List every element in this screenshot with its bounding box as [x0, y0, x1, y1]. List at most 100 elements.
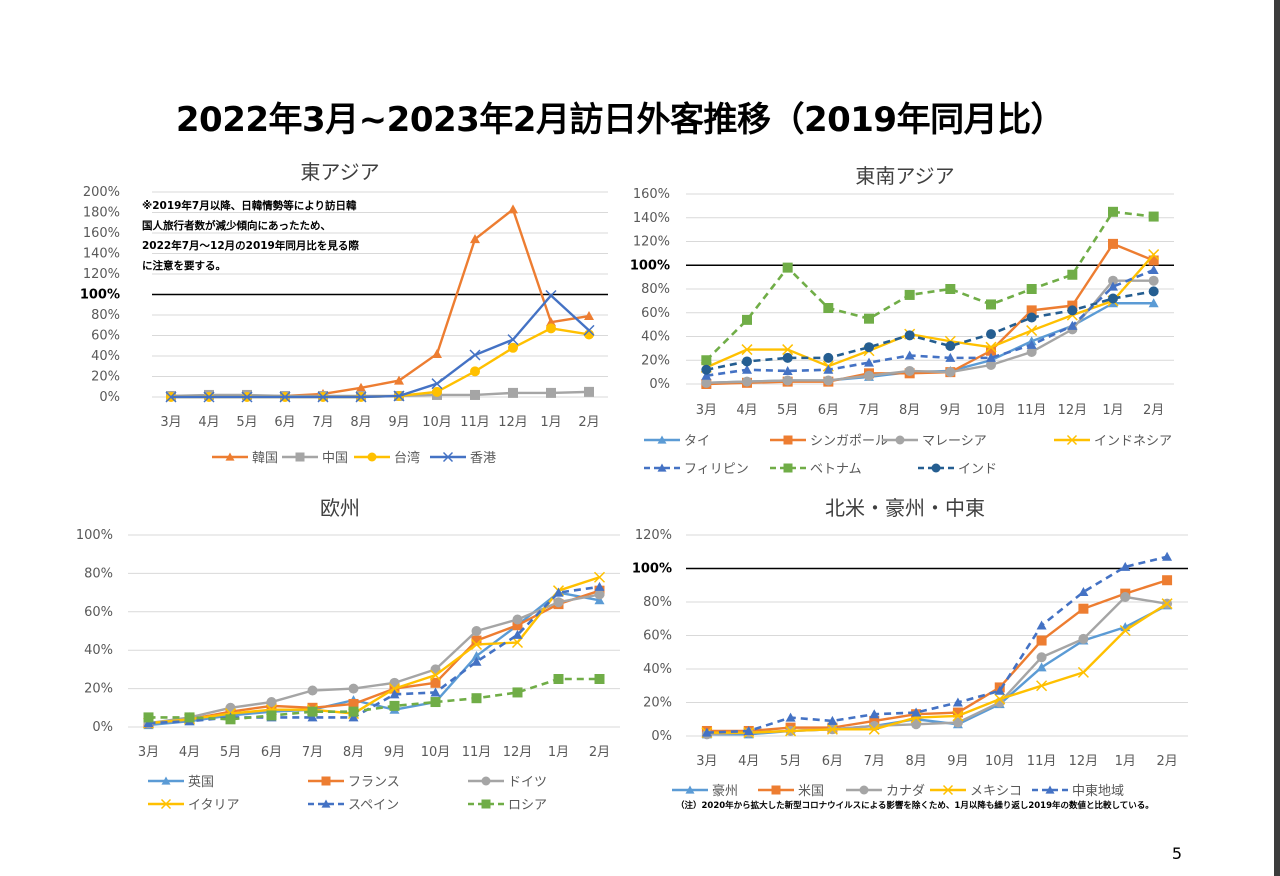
data-point [583, 324, 595, 336]
x-tick-label: 10月 [976, 403, 1006, 418]
y-tick-label: 60% [641, 306, 670, 321]
legend-label: インドネシア [1094, 434, 1173, 449]
data-point [471, 626, 482, 636]
series-line [706, 579, 1168, 733]
series-line [706, 268, 1155, 377]
data-point [742, 314, 752, 325]
data-point [782, 365, 793, 375]
series-スペイン [143, 581, 605, 728]
data-point [1078, 586, 1089, 596]
x-tick-label: 9月 [388, 415, 409, 430]
x-tick-label: 8月 [350, 415, 371, 430]
legend-label: メキシコ [970, 784, 1023, 799]
data-point [1036, 620, 1047, 630]
data-point [701, 370, 712, 380]
data-point [904, 350, 915, 360]
x-tick-label: 7月 [858, 403, 879, 418]
data-point [225, 714, 236, 725]
series-line [148, 576, 600, 725]
data-point [1108, 293, 1118, 304]
data-point [594, 581, 605, 591]
data-point [1148, 298, 1159, 308]
x-tick-label: 8月 [343, 745, 364, 760]
x-tick-label: 3月 [138, 745, 159, 760]
data-point [470, 389, 480, 400]
chart-title: 東アジア [300, 160, 380, 184]
series-line [706, 602, 1168, 734]
data-point [864, 370, 874, 381]
data-point [430, 687, 441, 697]
y-tick-label: 140% [83, 247, 120, 262]
y-tick-label: 200% [83, 185, 120, 200]
data-point [388, 683, 401, 695]
data-point [165, 391, 177, 403]
data-point [945, 341, 956, 351]
x-tick-label: 8月 [899, 403, 920, 418]
x-tick-label: 5月 [220, 745, 241, 760]
data-point [782, 352, 793, 363]
data-point [553, 674, 564, 684]
series-line [706, 290, 1154, 372]
data-point [985, 341, 997, 353]
legend-label: インド [958, 462, 998, 477]
x-tick-label: 11月 [1017, 403, 1047, 418]
data-point [701, 727, 712, 737]
series-ドイツ [143, 589, 605, 729]
x-tick-label: 6月 [274, 415, 295, 430]
y-tick-label: 60% [84, 605, 113, 620]
series-line [706, 555, 1168, 734]
data-point [1036, 635, 1047, 646]
y-tick-label: 100% [630, 258, 670, 273]
data-point [507, 334, 519, 346]
y-tick-label: 160% [633, 187, 670, 202]
data-point [143, 712, 154, 723]
legend-item: 韓国 [210, 447, 278, 466]
data-point [1036, 652, 1047, 663]
data-point [986, 299, 996, 310]
data-point [356, 382, 366, 392]
legend-label: 香港 [470, 451, 497, 466]
data-point [512, 629, 523, 639]
legend-item: シンガポール [768, 430, 888, 449]
x-tick-label: 11月 [460, 415, 490, 430]
data-point [945, 367, 956, 378]
chart-title: 欧州 [320, 496, 360, 520]
data-point [823, 364, 834, 374]
chart-title: 北米・豪州・中東 [825, 496, 985, 520]
y-tick-label: 120% [635, 528, 672, 543]
data-point [471, 635, 482, 646]
chart-title: 東南アジア [855, 164, 955, 188]
page-number: 5 [1171, 844, 1182, 863]
data-point [904, 330, 915, 341]
data-point [741, 344, 753, 356]
data-point [1148, 211, 1159, 222]
data-point [742, 376, 752, 387]
legend-item: 中国 [280, 447, 348, 466]
data-point [1148, 265, 1159, 274]
data-point [348, 683, 359, 694]
y-tick-label: 40% [641, 330, 670, 345]
series-中国 [166, 386, 594, 401]
legend-item: インド [916, 458, 997, 477]
data-point [911, 719, 922, 730]
data-point [1036, 662, 1047, 672]
x-tick-label: 1月 [1115, 754, 1136, 769]
series-line [148, 585, 600, 725]
legend-swatch-square-icon [308, 776, 344, 785]
series-ロシア [143, 674, 605, 725]
data-point [742, 356, 752, 367]
data-point [952, 717, 963, 728]
data-point [986, 329, 996, 340]
data-point [1026, 346, 1037, 357]
y-tick-label: 80% [643, 595, 672, 610]
legend-swatch-triangle-icon [672, 785, 708, 794]
data-point [1067, 269, 1078, 280]
data-point [986, 360, 996, 370]
x-tick-label: 2月 [578, 415, 599, 430]
x-tick-label: 7月 [312, 415, 333, 430]
series-インド [701, 286, 1159, 375]
data-point [994, 685, 1005, 695]
legend-label: 韓国 [252, 451, 279, 466]
series-中東地域 [701, 551, 1173, 737]
data-point [743, 725, 754, 735]
